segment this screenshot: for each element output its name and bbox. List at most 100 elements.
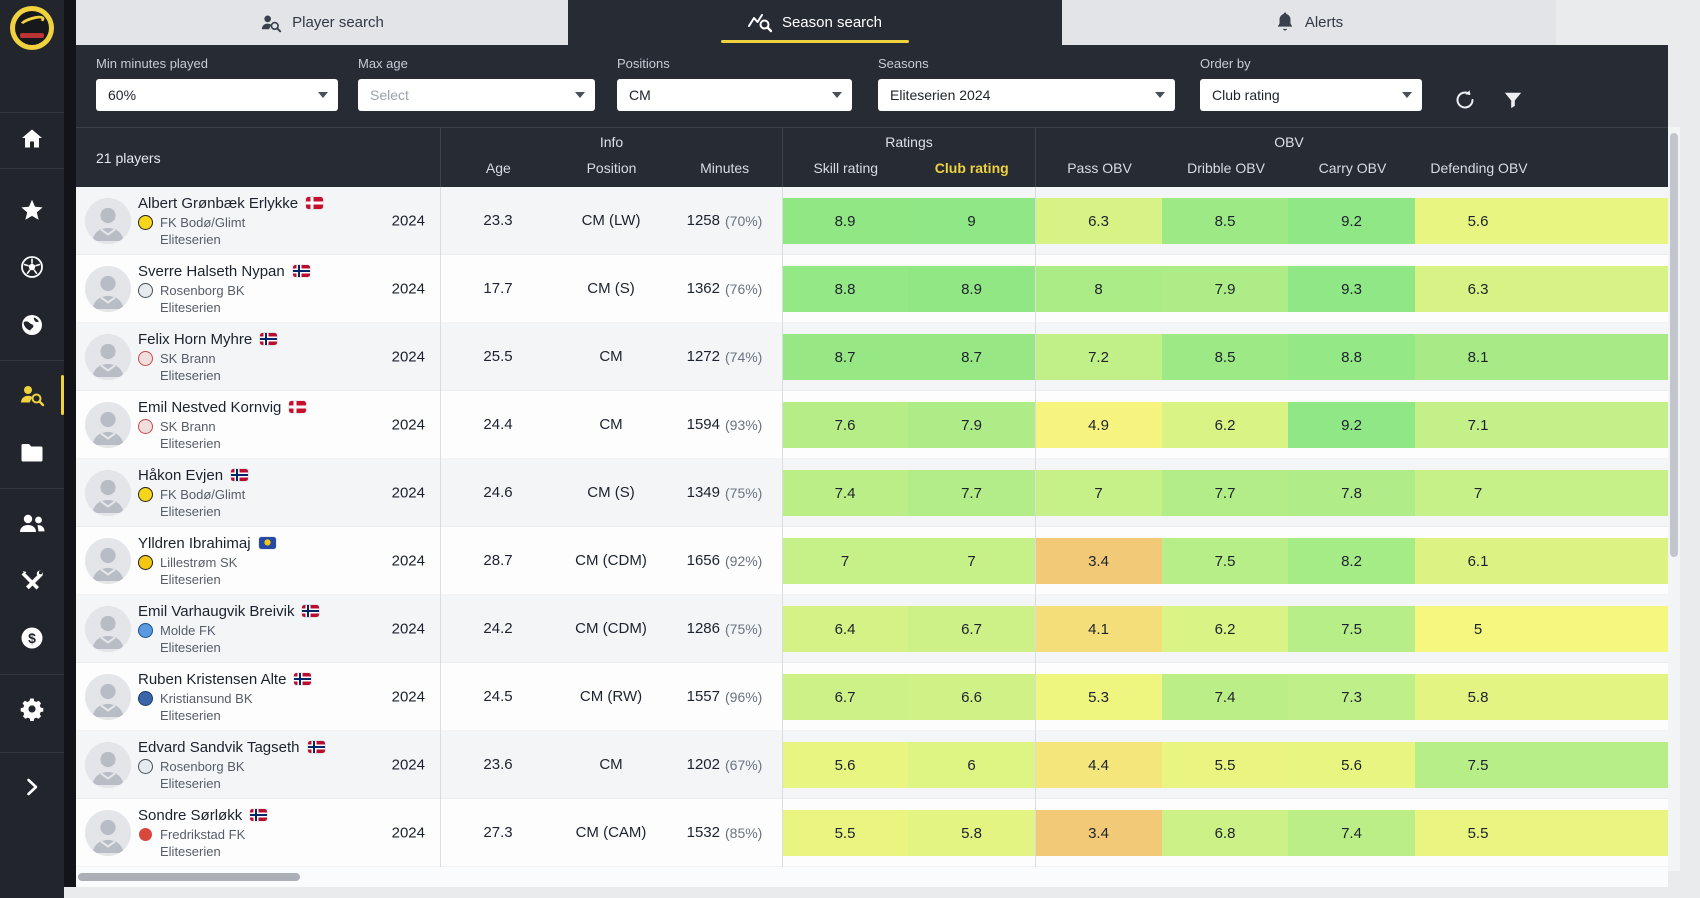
refresh-button[interactable] (1448, 83, 1482, 117)
player-row[interactable]: Ruben Kristensen Alte Kristiansund BK El… (76, 663, 1668, 731)
sidebar-edge (64, 0, 76, 898)
sidebar-item-finance[interactable]: $ (0, 616, 64, 660)
defending-obv-cell: 5.6 (1415, 187, 1668, 254)
chevron-down-icon (832, 92, 842, 98)
sidebar-item-settings[interactable] (0, 687, 64, 731)
column-header-club-rating[interactable]: Club rating (934, 159, 1009, 176)
player-row[interactable]: Sondre Sørløkk Fredrikstad FK Eliteserie… (76, 799, 1668, 867)
carry-obv-cell: 9.2 (1288, 391, 1415, 458)
sidebar-divider (0, 488, 64, 489)
minutes-percent: (85%) (725, 824, 763, 841)
sidebar-item-tools[interactable] (0, 559, 64, 603)
carry-obv-cell: 5.6 (1288, 731, 1415, 798)
carry-obv-cell: 7.3 (1288, 663, 1415, 730)
position-cell: CM (RW) (579, 688, 643, 705)
refresh-icon (1456, 90, 1474, 109)
tab-alerts[interactable]: Alerts (1062, 0, 1556, 45)
vertical-scrollbar-thumb[interactable] (1670, 133, 1678, 557)
season-year: 2024 (391, 416, 425, 433)
position-cell: CM (LW) (581, 212, 641, 229)
sidebar-collapse-toggle[interactable] (0, 765, 64, 809)
age-cell: 23.6 (483, 756, 513, 773)
chevron-down-icon (1155, 92, 1165, 98)
player-row[interactable]: Emil Varhaugvik Breivik Molde FK Elitese… (76, 595, 1668, 663)
minutes-cell: 1594 (93%) (686, 416, 763, 433)
tab-player-search[interactable]: Player search (76, 0, 568, 45)
club-crest-logo[interactable] (0, 6, 64, 50)
age-cell: 24.4 (483, 416, 513, 433)
player-row[interactable]: Felix Horn Myhre SK Brann Eliteserien 20… (76, 323, 1668, 391)
sidebar-item-world[interactable] (0, 303, 64, 347)
min-minutes-select[interactable]: 60% (96, 79, 338, 111)
club-name: Lillestrøm SK (160, 554, 238, 570)
defending-obv-cell: 5 (1415, 595, 1668, 662)
player-name: Felix Horn Myhre (138, 330, 253, 348)
nationality-flag-icon (231, 469, 249, 481)
club-logo-icon (138, 555, 153, 570)
season-year: 2024 (391, 552, 425, 569)
player-row[interactable]: Edvard Sandvik Tagseth Rosenborg BK Elit… (76, 731, 1668, 799)
dribble-obv-cell: 6.8 (1162, 799, 1288, 866)
chevron-down-icon (575, 92, 585, 98)
pass-obv-cell: 4.4 (1035, 731, 1162, 798)
column-header-position[interactable]: Position (586, 159, 637, 176)
filter-seasons: Seasons Eliteserien 2024 (878, 56, 1175, 111)
column-header-dribble-obv[interactable]: Dribble OBV (1187, 159, 1265, 176)
sidebar-item-home[interactable] (0, 116, 64, 160)
league-name: Eliteserien (160, 639, 221, 655)
defending-obv-cell: 6.1 (1415, 527, 1668, 594)
sidebar-item-people[interactable] (0, 501, 64, 545)
sidebar-item-favorites[interactable] (0, 188, 64, 232)
column-header-defending-obv[interactable]: Defending OBV (1430, 159, 1528, 176)
max-age-select[interactable]: Select (358, 79, 595, 111)
filter-button[interactable] (1496, 83, 1530, 117)
select-value: CM (629, 87, 651, 103)
dribble-obv-cell: 7.9 (1162, 255, 1288, 322)
player-info: Emil Varhaugvik Breivik Molde FK Elitese… (138, 602, 320, 656)
select-value: 60% (108, 87, 137, 103)
carry-obv-cell: 7.8 (1288, 459, 1415, 526)
seasons-select[interactable]: Eliteserien 2024 (878, 79, 1175, 111)
player-info: Ruben Kristensen Alte Kristiansund BK El… (138, 670, 312, 724)
order-by-select[interactable]: Club rating (1200, 79, 1422, 111)
player-name: Ylldren Ibrahimaj (138, 534, 251, 552)
club-name: SK Brann (160, 418, 216, 434)
player-cell: Ruben Kristensen Alte Kristiansund BK El… (76, 663, 440, 730)
player-row[interactable]: Sverre Halseth Nypan Rosenborg BK Elites… (76, 255, 1668, 323)
league-name: Eliteserien (160, 299, 221, 315)
tab-label: Alerts (1304, 14, 1344, 31)
player-row[interactable]: Ylldren Ibrahimaj Lillestrøm SK Eliteser… (76, 527, 1668, 595)
sidebar-divider (0, 752, 64, 753)
player-row[interactable]: Emil Nestved Kornvig SK Brann Eliteserie… (76, 391, 1668, 459)
defending-obv-cell: 8.1 (1415, 323, 1668, 390)
column-header-skill-rating[interactable]: Skill rating (813, 159, 879, 176)
player-row[interactable]: Albert Grønbæk Erlykke FK Bodø/Glimt Eli… (76, 187, 1668, 255)
person-placeholder-icon (85, 809, 131, 856)
positions-select[interactable]: CM (617, 79, 852, 111)
sidebar-item-player-search[interactable] (0, 373, 64, 417)
sidebar: $ (0, 0, 64, 898)
column-header-carry-obv[interactable]: Carry OBV (1318, 159, 1387, 176)
sidebar-item-folders[interactable] (0, 431, 64, 475)
season-year: 2024 (391, 484, 425, 501)
club-logo-icon (138, 215, 153, 230)
column-header-minutes[interactable]: Minutes (700, 159, 750, 176)
defending-obv-cell: 7.5 (1415, 731, 1668, 798)
nationality-flag-icon (294, 673, 312, 685)
carry-obv-cell: 7.5 (1288, 595, 1415, 662)
league-name: Eliteserien (160, 843, 221, 859)
player-row[interactable]: Håkon Evjen FK Bodø/Glimt Eliteserien 20… (76, 459, 1668, 527)
horizontal-scrollbar-thumb[interactable] (78, 873, 300, 881)
league-name: Eliteserien (160, 367, 221, 383)
nationality-flag-icon (289, 401, 307, 413)
chevron-right-icon (27, 778, 38, 796)
position-cell: CM (S) (587, 280, 635, 297)
position-cell: CM (CDM) (575, 552, 647, 569)
player-avatar (85, 673, 131, 720)
column-header-pass-obv[interactable]: Pass OBV (1067, 159, 1132, 176)
tab-season-search[interactable]: Season search (568, 0, 1062, 45)
sidebar-item-competitions[interactable] (0, 245, 64, 289)
player-name: Sverre Halseth Nypan (138, 262, 285, 280)
column-header-age[interactable]: Age (485, 159, 511, 176)
skill-rating-cell: 8.8 (782, 255, 908, 322)
